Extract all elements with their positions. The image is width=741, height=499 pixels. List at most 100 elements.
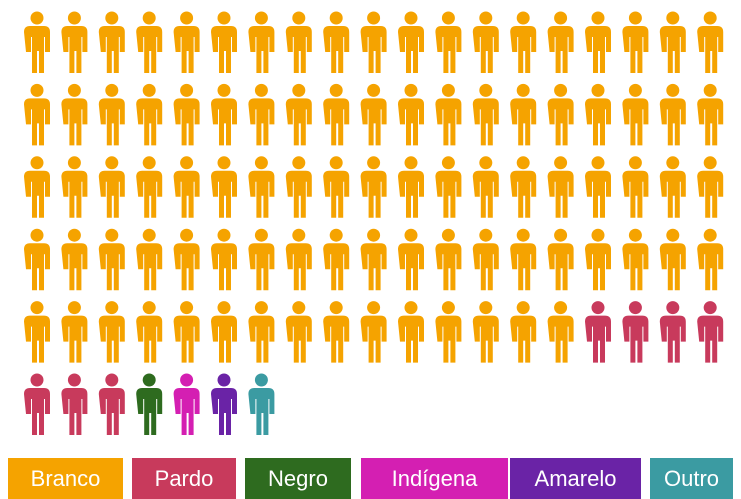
person-icon [585, 83, 611, 146]
icon-body [697, 98, 724, 146]
legend-swatch [8, 458, 123, 499]
person-icon [248, 156, 275, 218]
icon-head [367, 301, 381, 315]
person-icon [24, 228, 50, 291]
person-icon [472, 156, 499, 218]
icon-body [285, 170, 312, 218]
person-icon [472, 228, 499, 291]
person-icon [697, 11, 724, 73]
icon-body [510, 98, 537, 146]
icon-body [398, 170, 424, 218]
legend-swatch [650, 458, 733, 499]
icon-body [435, 98, 462, 146]
person-icon [360, 156, 387, 218]
icon-head [30, 156, 44, 170]
icon-body [472, 98, 499, 146]
icon-head [367, 83, 381, 97]
person-icon [173, 228, 200, 291]
icon-head [666, 228, 680, 242]
icon-head [591, 83, 605, 97]
icon-body [360, 170, 387, 218]
icon-head [67, 156, 81, 170]
person-icon [211, 11, 237, 73]
icon-body [435, 315, 462, 363]
icon-head [404, 11, 418, 25]
person-icon [697, 83, 724, 146]
icon-body [697, 315, 724, 363]
icon-body [585, 170, 611, 218]
icon-head [554, 301, 568, 315]
icon-body [472, 315, 499, 363]
icon-body [360, 26, 387, 73]
person-icon [98, 228, 125, 291]
icon-body [173, 170, 200, 218]
icon-head [180, 156, 194, 170]
icon-head [591, 228, 605, 242]
person-icon [24, 83, 50, 146]
icon-body [61, 98, 88, 146]
person-icon [659, 301, 686, 363]
icon-body [136, 98, 163, 146]
icon-body [323, 26, 350, 73]
icon-head [441, 11, 455, 25]
person-icon [510, 228, 537, 291]
legend-label: Branco [31, 466, 101, 491]
person-icon [510, 11, 537, 73]
icon-body [435, 170, 462, 218]
icon-body [435, 243, 462, 291]
person-icon [622, 156, 649, 218]
person-icon [61, 373, 88, 435]
person-icon [173, 373, 200, 435]
icon-head [404, 301, 418, 315]
icon-head [404, 156, 418, 170]
person-icon [398, 228, 424, 291]
icon-body [323, 170, 350, 218]
icon-head [441, 83, 455, 97]
person-icon [659, 228, 686, 291]
icon-head [479, 83, 493, 97]
legend-swatch [132, 458, 236, 499]
person-icon [659, 11, 686, 73]
icon-head [67, 301, 81, 315]
icon-head [591, 301, 605, 315]
person-icon [547, 301, 574, 363]
icon-body [61, 315, 88, 363]
icon-body [510, 170, 537, 218]
icon-head [516, 156, 530, 170]
person-icon [622, 11, 649, 73]
person-icon [248, 373, 275, 435]
icon-body [285, 98, 312, 146]
person-icon [323, 156, 350, 218]
icon-head [367, 156, 381, 170]
person-icon [61, 301, 88, 363]
person-icon [24, 156, 50, 218]
legend-label: Amarelo [535, 466, 617, 491]
icon-body [360, 98, 387, 146]
icon-head [30, 228, 44, 242]
person-icon [585, 156, 611, 218]
icon-body [398, 243, 424, 291]
icon-head [105, 156, 119, 170]
icon-body [585, 26, 611, 73]
person-icon [585, 228, 611, 291]
icon-head [628, 11, 642, 25]
icon-body [136, 170, 163, 218]
person-icon [585, 301, 611, 363]
person-icon [697, 156, 724, 218]
icon-body [585, 98, 611, 146]
person-icon [173, 156, 200, 218]
icon-head [703, 156, 717, 170]
icon-head [180, 301, 194, 315]
person-icon [285, 301, 312, 363]
icon-body [472, 170, 499, 218]
icon-head [67, 228, 81, 242]
icon-head [329, 83, 343, 97]
icon-head [441, 156, 455, 170]
icon-body [136, 243, 163, 291]
person-icon [697, 228, 724, 291]
icon-head [666, 301, 680, 315]
icon-body [211, 98, 237, 146]
legend-swatch [245, 458, 351, 499]
icon-body [61, 243, 88, 291]
icon-body [173, 26, 200, 73]
